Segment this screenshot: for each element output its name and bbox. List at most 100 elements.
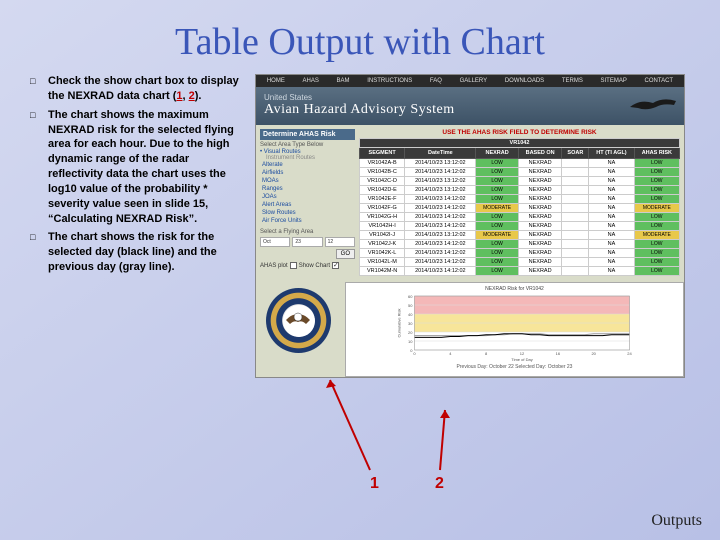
table-cell: [562, 258, 589, 267]
table-cell: NA: [589, 258, 634, 267]
table-cell: MODERATE: [634, 204, 679, 213]
col-header: DateTime: [405, 148, 476, 159]
table-cell: 2014/10/23 14:12:02: [405, 267, 476, 276]
nav-item[interactable]: AHAS: [303, 78, 319, 84]
risk-table: VR1042 SEGMENTDateTimeNEXRADBASED ONSOAR…: [359, 138, 680, 276]
table-cell: LOW: [634, 195, 679, 204]
table-cell: NEXRAD: [518, 177, 562, 186]
table-cell: 2014/10/23 14:12:02: [405, 213, 476, 222]
nav-item[interactable]: TERMS: [562, 78, 583, 84]
svg-text:16: 16: [556, 351, 561, 356]
table-cell: NA: [589, 186, 634, 195]
table-cell: LOW: [476, 177, 518, 186]
table-cell: LOW: [476, 258, 518, 267]
table-cell: LOW: [476, 159, 518, 168]
nav-item[interactable]: GALLERY: [460, 78, 488, 84]
table-cell: 2014/10/23 14:12:02: [405, 204, 476, 213]
day-input[interactable]: 23: [292, 237, 322, 247]
month-input[interactable]: Oct: [260, 237, 290, 247]
table-cell: VR1042I-J: [360, 231, 405, 240]
table-cell: 2014/10/23 14:12:02: [405, 240, 476, 249]
svg-text:Cumulative Risk: Cumulative Risk: [397, 309, 402, 338]
table-row: VR1042B-C2014/10/23 14:12:02LOWNEXRADNAL…: [360, 168, 680, 177]
nexrad-chart: NEXRAD Risk for VR1042 01020304050600481…: [345, 282, 684, 377]
table-cell: NEXRAD: [518, 267, 562, 276]
nav-item[interactable]: DOWNLOADS: [505, 78, 544, 84]
table-cell: 2014/10/23 14:12:02: [405, 249, 476, 258]
table-cell: LOW: [634, 249, 679, 258]
table-cell: MODERATE: [476, 231, 518, 240]
svg-text:Time of Day: Time of Day: [511, 357, 532, 362]
table-cell: NA: [589, 249, 634, 258]
risk-note: USE THE AHAS RISK FIELD TO DETERMINE RIS…: [359, 129, 680, 136]
table-cell: MODERATE: [634, 231, 679, 240]
col-header: SEGMENT: [360, 148, 405, 159]
table-cell: VR1042D-E: [360, 186, 405, 195]
table-cell: NA: [589, 177, 634, 186]
svg-text:8: 8: [485, 351, 488, 356]
table-cell: NEXRAD: [518, 159, 562, 168]
table-cell: VR1042M-N: [360, 267, 405, 276]
table-cell: [562, 186, 589, 195]
area-option[interactable]: Alterate: [260, 161, 355, 169]
slide-title: Table Output with Chart: [0, 0, 720, 64]
table-cell: [562, 195, 589, 204]
table-cell: VR1042C-D: [360, 177, 405, 186]
area-option[interactable]: Ranges: [260, 185, 355, 193]
table-cell: VR1042B-C: [360, 168, 405, 177]
route-header: VR1042: [360, 139, 680, 148]
nav-item[interactable]: INSTRUCTIONS: [367, 78, 412, 84]
table-row: VR1042D-E2014/10/23 13:12:02LOWNEXRADNAL…: [360, 186, 680, 195]
svg-text:24: 24: [627, 351, 632, 356]
table-cell: LOW: [476, 249, 518, 258]
table-cell: NA: [589, 168, 634, 177]
table-cell: [562, 222, 589, 231]
table-row: VR1042K-L2014/10/23 14:12:02LOWNEXRADNAL…: [360, 249, 680, 258]
col-header: NEXRAD: [476, 148, 518, 159]
table-cell: LOW: [476, 195, 518, 204]
show-chart-checkbox[interactable]: [332, 262, 339, 269]
table-row: VR1042F-G2014/10/23 14:12:02MODERATENEXR…: [360, 204, 680, 213]
bullet-2: The chart shows the maximum NEXRAD risk …: [30, 108, 240, 227]
ahas-plot-label: AHAS plot: [260, 263, 288, 269]
svg-text:10: 10: [408, 339, 413, 344]
area-option[interactable]: JOAs: [260, 193, 355, 201]
chart-caption: Previous Day: October 22 Selected Day: O…: [349, 364, 680, 370]
nav-item[interactable]: CONTACT: [645, 78, 674, 84]
panel-sec-1: Select Area Type Below: [260, 142, 355, 148]
nav-item[interactable]: HOME: [267, 78, 285, 84]
table-cell: LOW: [476, 267, 518, 276]
banner-subtitle: United States: [264, 93, 676, 102]
go-button[interactable]: GO: [336, 249, 355, 259]
nav-item[interactable]: FAQ: [430, 78, 442, 84]
table-cell: LOW: [634, 186, 679, 195]
area-option[interactable]: Airfields: [260, 169, 355, 177]
svg-text:30: 30: [408, 321, 413, 326]
route-select[interactable]: [260, 251, 334, 257]
table-row: VR1042J-K2014/10/23 14:12:02LOWNEXRADNAL…: [360, 240, 680, 249]
table-row: VR1042E-F2014/10/23 14:12:02LOWNEXRADNAL…: [360, 195, 680, 204]
area-option[interactable]: Air Force Units: [260, 217, 355, 225]
date-inputs: Oct 23 12: [260, 237, 355, 247]
hour-input[interactable]: 12: [325, 237, 355, 247]
table-cell: NA: [589, 267, 634, 276]
col-header: BASED ON: [518, 148, 562, 159]
table-cell: NEXRAD: [518, 231, 562, 240]
area-option[interactable]: MOAs: [260, 177, 355, 185]
footer-label: Outputs: [651, 512, 702, 530]
ahas-plot-checkbox[interactable]: [290, 262, 297, 269]
table-cell: NA: [589, 159, 634, 168]
table-cell: NEXRAD: [518, 258, 562, 267]
table-cell: [562, 204, 589, 213]
table-cell: VR1042K-L: [360, 249, 405, 258]
area-option[interactable]: Slow Routes: [260, 209, 355, 217]
table-cell: NA: [589, 231, 634, 240]
ref-1: 1: [176, 90, 182, 102]
bullet-1: Check the show chart box to display the …: [30, 74, 240, 104]
arrow-to-2: [430, 400, 460, 480]
nav-item[interactable]: SITEMAP: [601, 78, 627, 84]
nav-item[interactable]: BAM: [337, 78, 350, 84]
col-header: AHAS RISK: [634, 148, 679, 159]
area-option[interactable]: Alert Areas: [260, 201, 355, 209]
col-header: SOAR: [562, 148, 589, 159]
